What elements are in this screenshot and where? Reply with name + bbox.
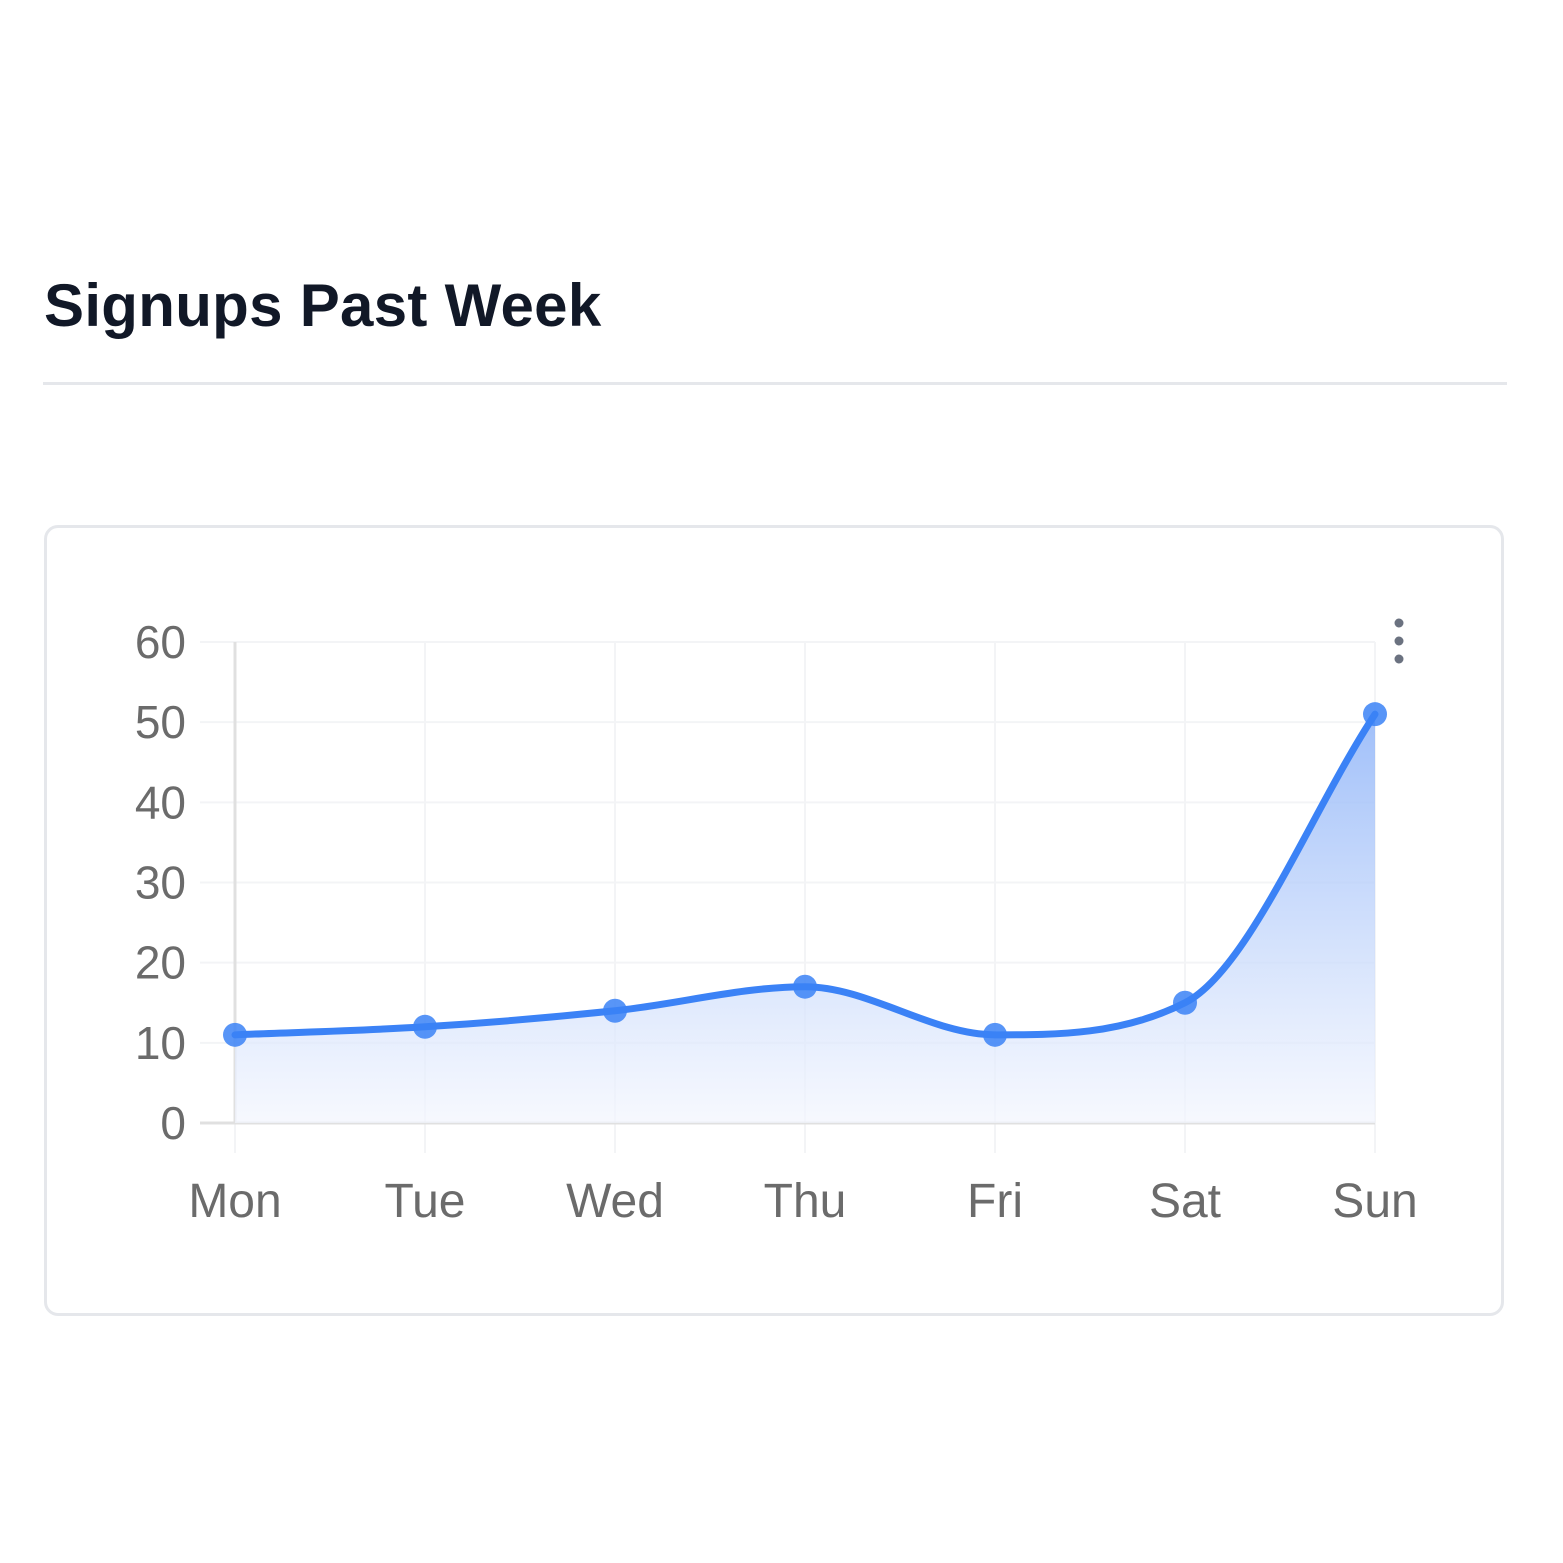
x-tick-label: Wed	[566, 1175, 664, 1228]
y-tick-label: 60	[135, 616, 186, 668]
data-point-thu[interactable]	[793, 974, 817, 999]
chart-points	[223, 702, 1387, 1047]
data-point-wed[interactable]	[603, 998, 627, 1023]
x-tick-label: Thu	[764, 1175, 847, 1228]
x-tick-label: Sat	[1149, 1175, 1221, 1228]
data-point-fri[interactable]	[983, 1022, 1007, 1047]
x-axis-ticks: Mon Tue Wed Thu Fri Sat Sun	[188, 1175, 1417, 1228]
data-point-tue[interactable]	[413, 1014, 437, 1039]
y-tick-label: 20	[135, 937, 186, 989]
y-tick-label: 0	[160, 1097, 186, 1149]
y-tick-label: 40	[135, 776, 186, 828]
y-axis-ticks: 0 10 20 30 40 50 60	[135, 616, 186, 1149]
data-point-mon[interactable]	[223, 1022, 247, 1047]
x-tick-label: Mon	[188, 1175, 281, 1228]
x-tick-label: Tue	[385, 1175, 466, 1228]
x-tick-label: Fri	[967, 1175, 1023, 1228]
y-tick-label: 50	[135, 696, 186, 748]
y-tick-label: 30	[135, 857, 186, 909]
page-title: Signups Past Week	[44, 272, 602, 339]
x-tick-label: Sun	[1332, 1175, 1417, 1228]
data-point-sat[interactable]	[1173, 990, 1197, 1015]
chart-menu-button[interactable]	[1385, 615, 1413, 669]
data-point-sun[interactable]	[1363, 702, 1387, 727]
title-divider	[43, 382, 1507, 385]
y-tick-label: 10	[135, 1017, 186, 1069]
kebab-menu-icon	[1394, 618, 1404, 664]
